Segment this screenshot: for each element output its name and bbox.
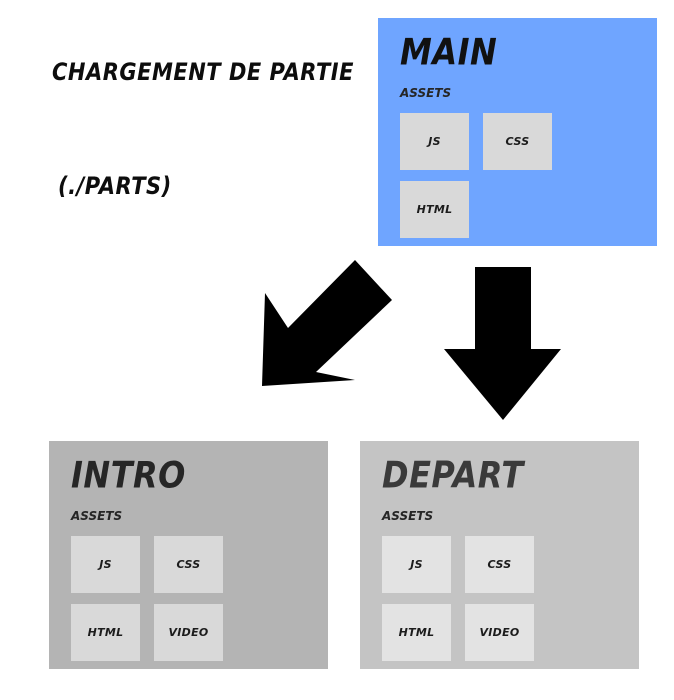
main-tile-html: HTML — [400, 181, 469, 238]
intro-tile-css: CSS — [154, 536, 223, 593]
depart-tile-js: JS — [382, 536, 451, 593]
intro-tile-html: HTML — [71, 604, 140, 661]
arrow-down — [444, 267, 561, 420]
depart-panel-title: DEPART — [382, 453, 524, 497]
depart-panel: DEPART ASSETS JS CSS HTML VIDEO — [360, 441, 639, 669]
diagram-subheading: (./PARTS) — [58, 172, 172, 200]
main-panel: MAIN ASSETS JS CSS HTML — [378, 18, 657, 246]
main-tile-js: JS — [400, 113, 469, 170]
diagram-heading: CHARGEMENT DE PARTIE — [52, 58, 354, 86]
arrow-down-left — [262, 260, 392, 386]
main-panel-assets-label: ASSETS — [400, 86, 452, 100]
depart-tile-video: VIDEO — [465, 604, 534, 661]
depart-tile-css: CSS — [465, 536, 534, 593]
main-tile-css: CSS — [483, 113, 552, 170]
main-panel-title: MAIN — [400, 30, 498, 74]
intro-tile-video: VIDEO — [154, 604, 223, 661]
depart-panel-assets-label: ASSETS — [382, 509, 434, 523]
intro-panel-assets-label: ASSETS — [71, 509, 123, 523]
intro-tile-js: JS — [71, 536, 140, 593]
intro-panel: INTRO ASSETS JS CSS HTML VIDEO — [49, 441, 328, 669]
intro-panel-title: INTRO — [71, 453, 186, 497]
depart-tile-html: HTML — [382, 604, 451, 661]
